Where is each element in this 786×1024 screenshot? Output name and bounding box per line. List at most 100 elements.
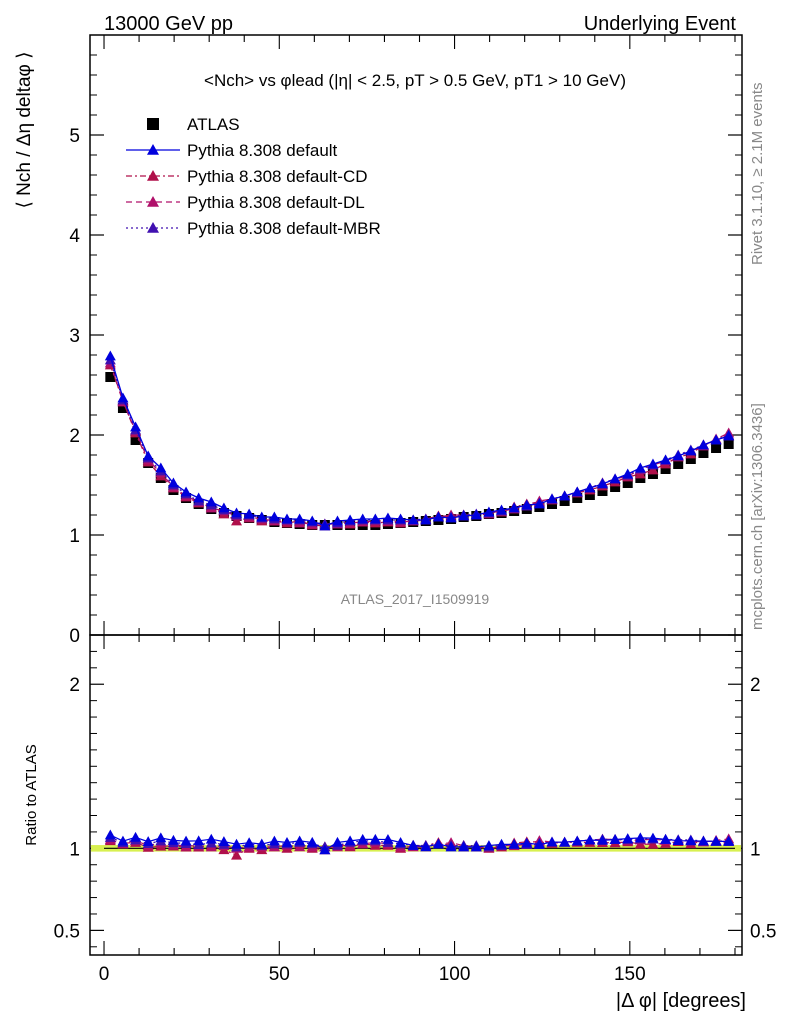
ratio-point bbox=[596, 834, 608, 845]
ratio-point bbox=[218, 836, 230, 847]
y-tick-label: 3 bbox=[69, 326, 80, 347]
legend-item: Pythia 8.308 default-MBR bbox=[126, 219, 381, 238]
y-tick-label: 0 bbox=[69, 626, 80, 647]
data-point bbox=[710, 434, 722, 445]
data-point bbox=[711, 443, 722, 453]
data-point bbox=[432, 511, 444, 522]
ratio-point bbox=[231, 849, 243, 860]
ratio-line bbox=[110, 840, 729, 856]
data-point bbox=[546, 493, 558, 504]
x-tick-label: 50 bbox=[269, 964, 290, 985]
data-point bbox=[698, 448, 709, 458]
plot-title: <Nch> vs φlead (|η| < 2.5, pT > 0.5 GeV,… bbox=[204, 71, 626, 90]
ratio-point bbox=[660, 833, 672, 844]
data-point bbox=[697, 439, 709, 450]
ratio-point bbox=[622, 833, 634, 844]
ratio-y-tick-label-right: 2 bbox=[750, 675, 761, 696]
data-point bbox=[685, 445, 697, 456]
data-point bbox=[673, 459, 684, 469]
ratio-y-axis-label: Ratio to ATLAS bbox=[23, 744, 40, 845]
legend-item: Pythia 8.308 default-CD bbox=[126, 167, 368, 186]
ratio-point bbox=[382, 833, 394, 844]
ratio-point bbox=[508, 838, 520, 849]
series-1 bbox=[104, 350, 735, 531]
data-point bbox=[117, 392, 129, 403]
data-point bbox=[231, 507, 243, 518]
ratio-point bbox=[609, 833, 621, 844]
data-point bbox=[572, 493, 583, 503]
data-point bbox=[660, 464, 671, 474]
ratio-point bbox=[521, 837, 533, 848]
data-point bbox=[218, 502, 230, 513]
legend-marker bbox=[147, 144, 159, 155]
data-point bbox=[243, 508, 255, 519]
x-tick-label: 100 bbox=[439, 964, 471, 985]
ratio-point bbox=[193, 835, 205, 846]
rivet-label: Rivet 3.1.10, ≥ 2.1M events bbox=[749, 83, 766, 266]
y-tick-label: 1 bbox=[69, 526, 80, 547]
ratio-point bbox=[180, 835, 192, 846]
legend-label: Pythia 8.308 default-CD bbox=[187, 167, 368, 186]
ratio-point bbox=[407, 839, 419, 850]
legend-item: Pythia 8.308 default bbox=[126, 141, 338, 160]
ratio-point bbox=[559, 836, 571, 847]
ratio-point bbox=[470, 841, 482, 852]
data-point bbox=[660, 454, 672, 465]
data-point bbox=[142, 450, 154, 461]
data-point bbox=[357, 513, 369, 524]
ratio-point bbox=[243, 837, 255, 848]
ratio-point bbox=[723, 835, 735, 846]
header-left: 13000 GeV pp bbox=[104, 13, 233, 35]
legend-item: ATLAS bbox=[147, 115, 240, 134]
ratio-point bbox=[432, 838, 444, 849]
ratio-point bbox=[357, 833, 369, 844]
data-point bbox=[470, 509, 482, 520]
ratio-point bbox=[697, 835, 709, 846]
data-point bbox=[155, 462, 167, 473]
data-point bbox=[104, 350, 116, 361]
data-point bbox=[521, 499, 533, 510]
ratio-point bbox=[130, 831, 142, 842]
data-point bbox=[445, 512, 457, 523]
ratio-point bbox=[104, 829, 116, 840]
legend-label: Pythia 8.308 default bbox=[187, 141, 338, 160]
mcplots-label: mcplots.cern.ch [arXiv:1306.3436] bbox=[749, 403, 766, 630]
data-point bbox=[723, 430, 735, 441]
data-point bbox=[622, 478, 633, 488]
ratio-point bbox=[331, 836, 343, 847]
data-point bbox=[369, 513, 381, 524]
ratio-point bbox=[231, 838, 243, 849]
ratio-panel-frame bbox=[89, 634, 743, 956]
ratio-point bbox=[647, 838, 659, 849]
ratio-point bbox=[306, 836, 318, 847]
ratio-point bbox=[710, 835, 722, 846]
ratio-point bbox=[483, 840, 495, 851]
ratio-point bbox=[533, 838, 545, 849]
data-point bbox=[584, 490, 595, 500]
data-point bbox=[584, 482, 596, 493]
analysis-label: ATLAS_2017_I1509919 bbox=[341, 591, 490, 607]
data-point bbox=[344, 514, 356, 525]
data-point bbox=[105, 372, 116, 382]
data-point bbox=[723, 439, 734, 449]
data-point bbox=[407, 514, 419, 525]
data-point bbox=[395, 513, 407, 524]
data-point bbox=[622, 468, 634, 479]
legend-marker bbox=[147, 170, 159, 181]
data-point bbox=[256, 511, 268, 522]
data-point bbox=[559, 496, 570, 506]
data-point bbox=[294, 513, 306, 524]
ratio-point bbox=[167, 834, 179, 845]
ratio-point bbox=[395, 836, 407, 847]
data-point bbox=[281, 513, 293, 524]
data-point bbox=[610, 482, 621, 492]
ratio-point bbox=[117, 835, 129, 846]
data-point bbox=[634, 462, 646, 473]
legend-label: Pythia 8.308 default-MBR bbox=[187, 219, 381, 238]
data-point bbox=[130, 435, 141, 445]
ratio-y-tick-label: 0.5 bbox=[54, 921, 80, 942]
data-point bbox=[268, 511, 280, 522]
ratio-point bbox=[344, 835, 356, 846]
data-point bbox=[508, 502, 520, 513]
